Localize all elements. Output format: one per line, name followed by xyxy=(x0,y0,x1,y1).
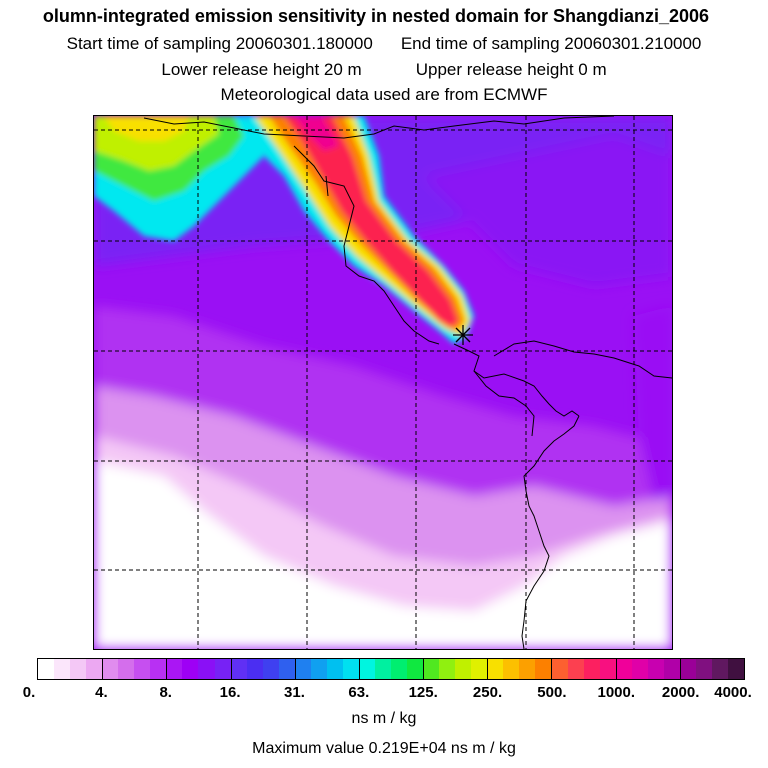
colorbar-swatch xyxy=(679,659,696,679)
colorbar-swatch xyxy=(439,659,456,679)
colorbar-tick-label: 4. xyxy=(95,684,108,701)
colorbar-swatch xyxy=(198,659,215,679)
colorbar-swatch xyxy=(583,659,600,679)
colorbar-swatch xyxy=(230,659,247,679)
blue-violet-region-2 xyxy=(424,136,672,286)
colorbar-tick-label: 125. xyxy=(408,684,438,701)
colorbar-swatch xyxy=(663,659,680,679)
colorbar-swatch xyxy=(615,659,632,679)
upper-release-label: Upper release height 0 m xyxy=(415,60,607,79)
colorbar-swatch xyxy=(326,659,343,679)
colorbar-tick-labels: 0. 4. 8. 16. 31. 63. 125. 250. 500. 1000. 2000. 400… xyxy=(0,684,768,704)
colorbar-tick xyxy=(551,659,553,679)
met-data-label: Meteorological data used are from ECMWF xyxy=(220,85,548,104)
colorbar-swatch xyxy=(471,659,488,679)
colorbar-tick xyxy=(487,659,489,679)
colorbar-swatch xyxy=(54,659,71,679)
colorbar-swatch xyxy=(246,659,263,679)
colorbar-swatch xyxy=(86,659,103,679)
sensitivity-map xyxy=(93,115,673,650)
colorbar-swatch xyxy=(134,659,151,679)
colorbar-swatch xyxy=(647,659,664,679)
colorbar-swatch xyxy=(551,659,568,679)
colorbar-tick-label: 63. xyxy=(348,684,370,701)
colorbar-swatch xyxy=(567,659,584,679)
colorbar-swatch xyxy=(503,659,520,679)
map-canvas xyxy=(94,116,672,649)
colorbar-swatch xyxy=(38,659,55,679)
colorbar-units: ns m / kg xyxy=(351,710,417,727)
star-icon xyxy=(453,325,473,345)
end-time-label: End time of sampling 20060301.210000 xyxy=(400,34,702,53)
release-heights: Lower release height 20 m Upper release h… xyxy=(0,60,768,80)
colorbar-swatch xyxy=(391,659,408,679)
colorbar-swatch xyxy=(423,659,440,679)
background-field xyxy=(94,116,672,649)
lower-release-label: Lower release height 20 m xyxy=(161,60,362,79)
colorbar-tick-label: 1000. xyxy=(597,684,636,701)
colorbar-swatch xyxy=(310,659,327,679)
colorbar-swatch xyxy=(294,659,311,679)
colorbar-tick xyxy=(230,659,232,679)
colorbar-tick-label: 0. xyxy=(22,684,36,701)
colorbar-tick-label: 8. xyxy=(159,684,172,701)
colorbar-swatch xyxy=(118,659,135,679)
plume-red-core xyxy=(284,116,458,328)
colorbar-swatch xyxy=(182,659,199,679)
colorbar xyxy=(37,658,745,680)
colorbar-swatch xyxy=(728,659,745,679)
colorbar-swatch xyxy=(487,659,504,679)
coastlines xyxy=(143,116,672,649)
colorbar-swatch xyxy=(102,659,119,679)
colorbar-swatch xyxy=(535,659,552,679)
colorbar-tick-label: 500. xyxy=(537,684,567,701)
colorbar-swatch xyxy=(166,659,183,679)
plume-magenta-top xyxy=(294,116,339,151)
colorbar-swatch xyxy=(358,659,375,679)
colorbar-swatch xyxy=(342,659,359,679)
colorbar-swatch xyxy=(214,659,231,679)
purple-right-edge xyxy=(634,306,672,501)
colorbar-tick xyxy=(679,659,681,679)
colorbar-tick-label: 16. xyxy=(219,684,241,701)
plot-title: olumn-integrated emission sensitivity in… xyxy=(42,6,710,26)
colorbar-swatch xyxy=(150,659,167,679)
colorbar-swatch xyxy=(695,659,712,679)
colorbar-swatch xyxy=(407,659,424,679)
colorbar-swatch xyxy=(70,659,87,679)
colorbar-swatch xyxy=(262,659,279,679)
colorbar-tick-label: 31. xyxy=(284,684,305,701)
sampling-times: Start time of sampling 20060301.180000 En… xyxy=(0,34,768,54)
colorbar-swatch xyxy=(599,659,616,679)
colorbar-swatch xyxy=(631,659,648,679)
maximum-value: Maximum value 0.219E+04 ns m / kg xyxy=(252,740,516,757)
colorbar-swatch xyxy=(519,659,536,679)
colorbar-tick-label: 250. xyxy=(472,684,503,701)
colorbar-swatch xyxy=(455,659,472,679)
colorbar-tick xyxy=(166,659,168,679)
colorbar-swatch xyxy=(711,659,729,679)
colorbar-tick xyxy=(294,659,296,679)
colorbar-tick-label: 4000. xyxy=(714,684,752,701)
colorbar-tick xyxy=(358,659,360,679)
colorbar-tick-label: 2000. xyxy=(661,684,700,701)
white-region xyxy=(94,461,672,649)
colorbar-tick xyxy=(423,659,425,679)
colorbar-swatch xyxy=(374,659,392,679)
start-time-label: Start time of sampling 20060301.180000 xyxy=(66,34,373,53)
colorbar-swatch xyxy=(278,659,295,679)
colorbar-tick xyxy=(102,659,104,679)
colorbar-tick xyxy=(615,659,617,679)
